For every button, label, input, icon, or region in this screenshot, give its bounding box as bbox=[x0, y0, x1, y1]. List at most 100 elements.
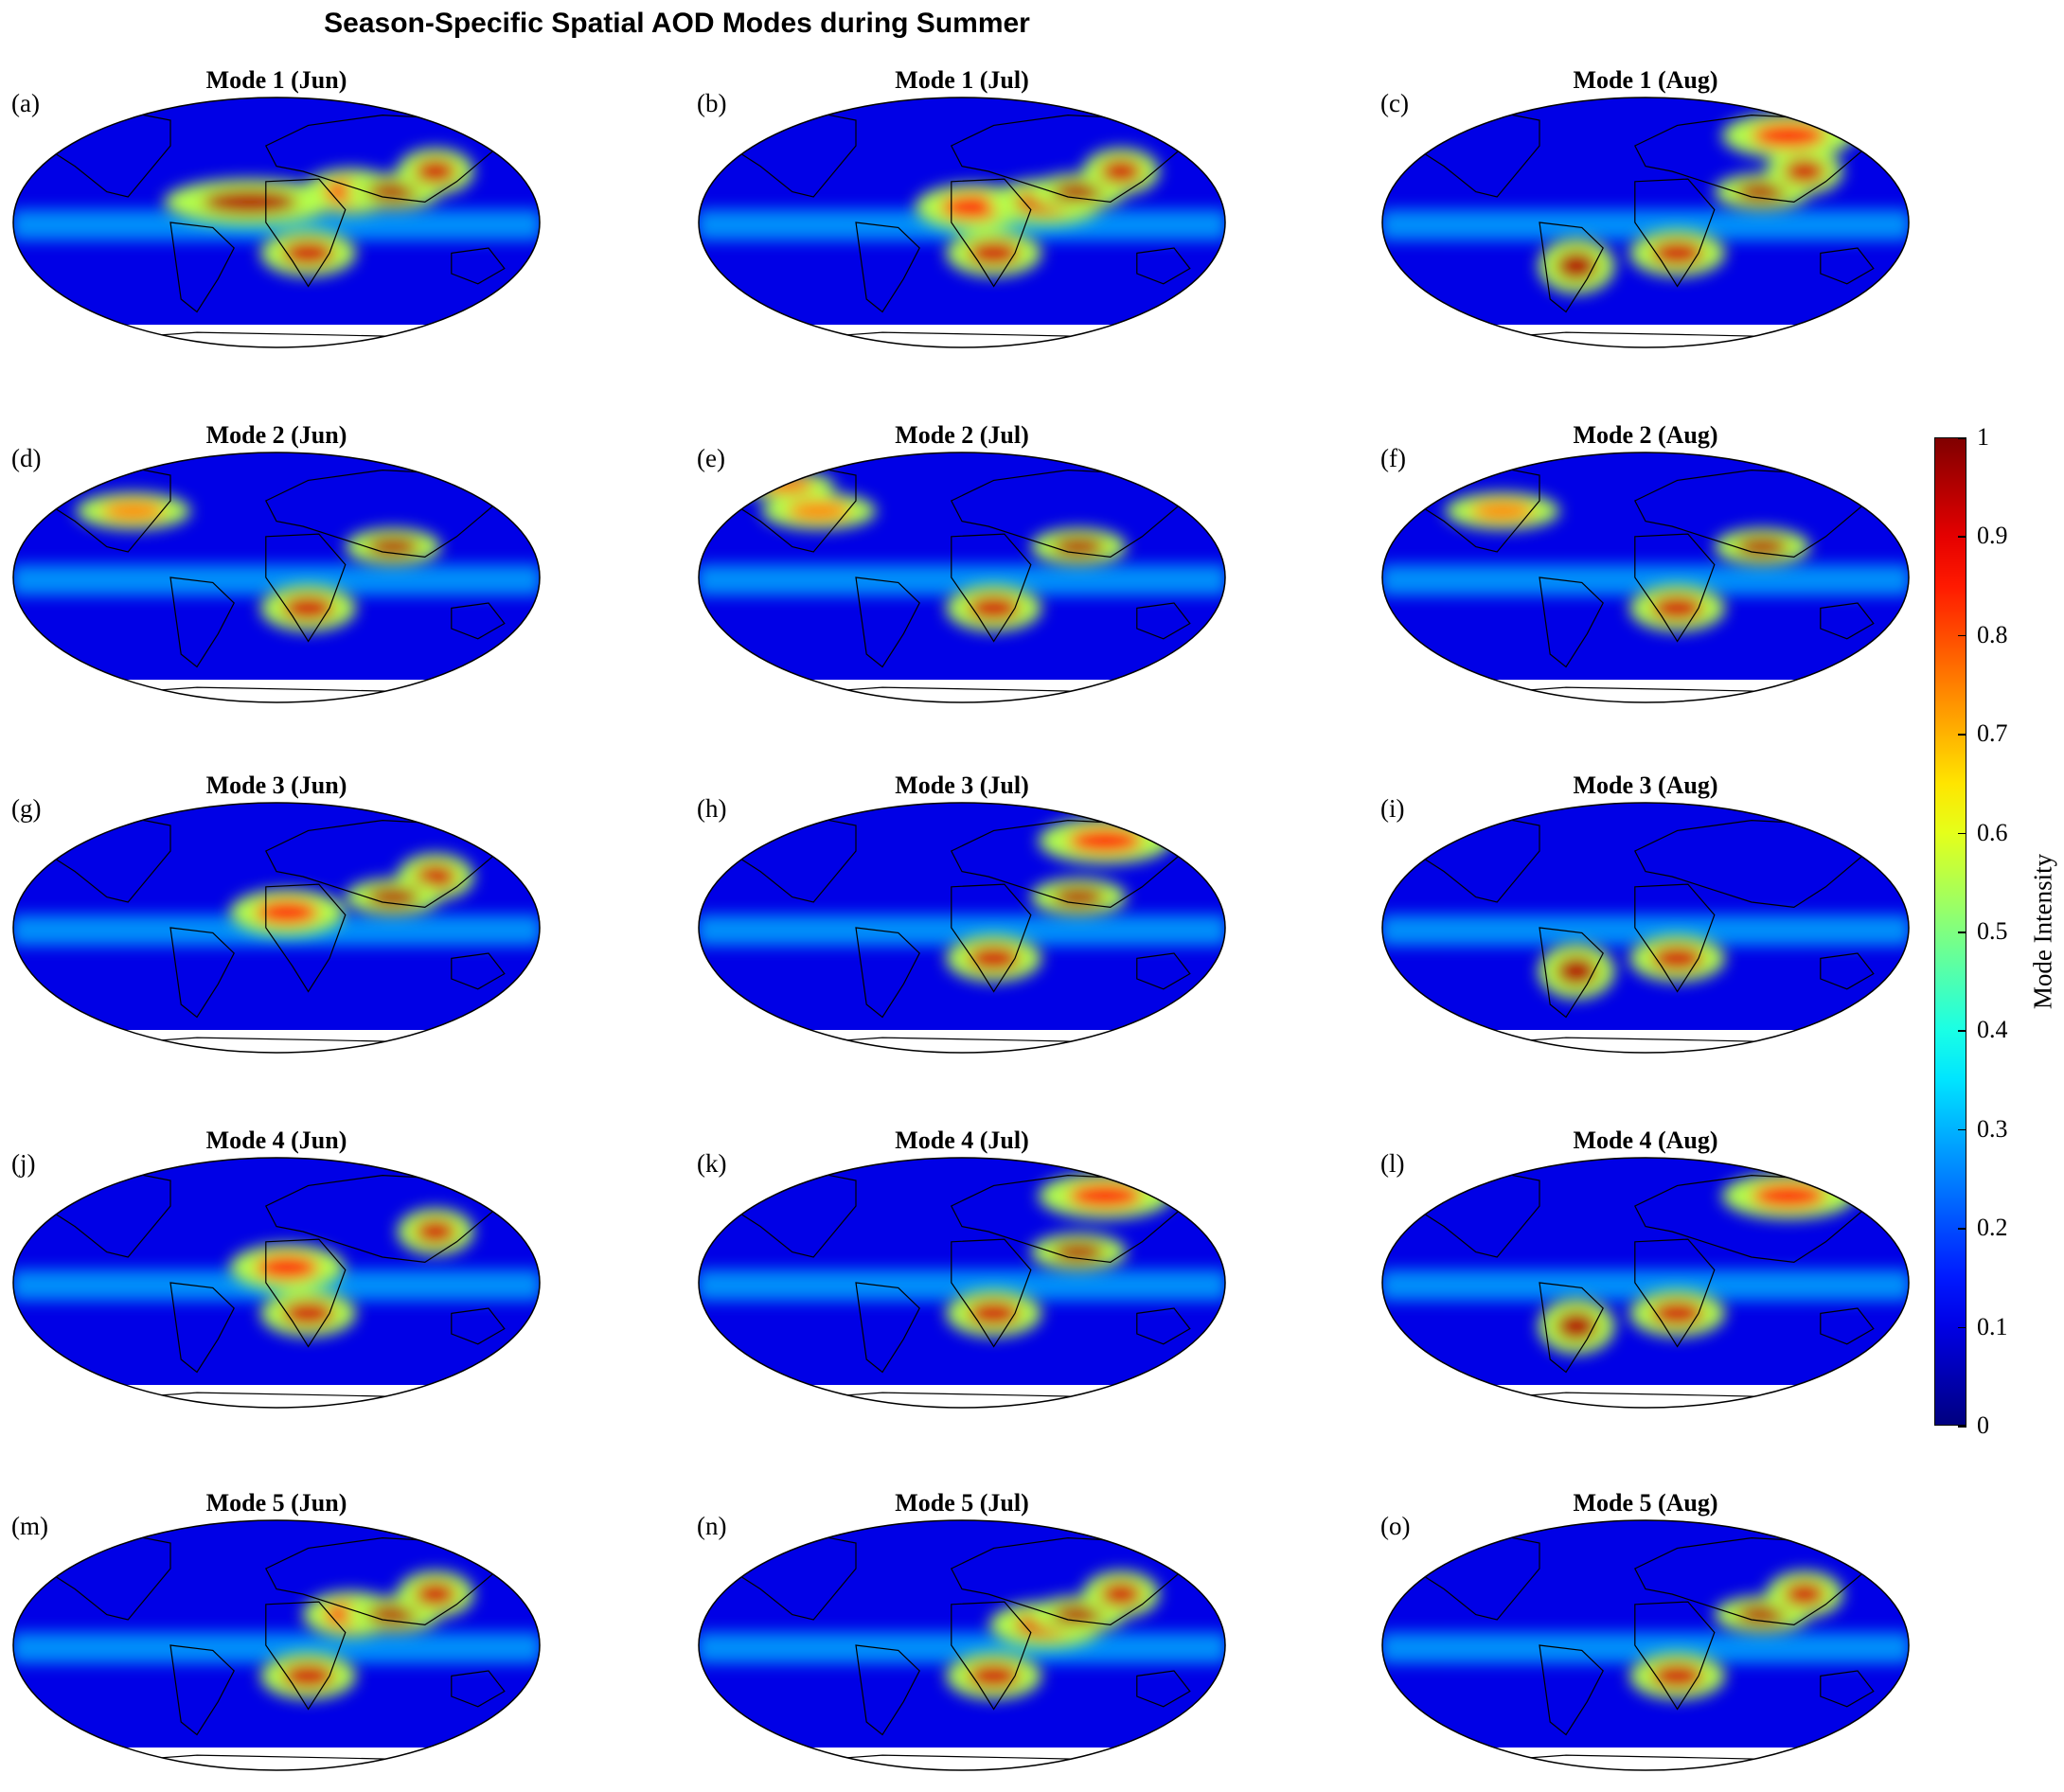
continent-australia bbox=[1820, 602, 1875, 640]
hotspot-south-america bbox=[1555, 250, 1598, 282]
map-frame bbox=[1381, 802, 1910, 1054]
continent-eurasia bbox=[264, 469, 501, 559]
continent-australia bbox=[451, 1307, 506, 1345]
panel-title: Mode 2 (Aug) bbox=[1573, 421, 1718, 449]
colorbar-tick-mark bbox=[1958, 1426, 1966, 1428]
tropical-band bbox=[1382, 564, 1909, 595]
tropical-band bbox=[699, 1269, 1225, 1301]
panel-title: Mode 3 (Aug) bbox=[1573, 772, 1718, 799]
map-frame bbox=[698, 97, 1226, 348]
panel-letter: (n) bbox=[697, 1512, 727, 1540]
panel-letter: (b) bbox=[697, 89, 727, 117]
panel-letter: (a) bbox=[11, 89, 40, 117]
map-frame bbox=[698, 1519, 1226, 1771]
panel-letter: (h) bbox=[697, 794, 727, 823]
map-frame bbox=[698, 802, 1226, 1054]
map-panel: Mode 5 (Jun) (m) bbox=[11, 1489, 542, 1773]
continent-eurasia bbox=[950, 1174, 1186, 1264]
colorbar-tick-label: 0.1 bbox=[1977, 1312, 2008, 1340]
colorbar-tick-mark bbox=[1958, 1030, 1966, 1032]
map-frame bbox=[1381, 1157, 1910, 1409]
continent-eurasia bbox=[950, 819, 1186, 909]
hotspot-siberia bbox=[1752, 122, 1826, 149]
map-panel: Mode 2 (Jun) (d) bbox=[11, 421, 542, 705]
map-panel: Mode 1 (Jun) (a) bbox=[11, 66, 542, 350]
continent-eurasia bbox=[950, 469, 1186, 559]
continent-africa bbox=[951, 533, 1032, 643]
panel-letter: (j) bbox=[11, 1149, 36, 1178]
hotspot-south-asia bbox=[366, 181, 420, 203]
map-frame bbox=[12, 802, 541, 1054]
tropical-band bbox=[13, 564, 540, 595]
continent-africa bbox=[951, 178, 1032, 288]
figure-title: Season-Specific Spatial AOD Modes during… bbox=[324, 8, 1030, 39]
continent-africa bbox=[265, 1238, 347, 1348]
hotspot-north-america bbox=[1470, 501, 1535, 522]
colorbar-tick-label: 0.6 bbox=[1977, 818, 2008, 846]
colorbar-tick-label: 0 bbox=[1977, 1411, 1989, 1439]
map-frame bbox=[698, 1157, 1226, 1409]
hotspot-south-asia bbox=[366, 1604, 420, 1625]
hotspot-siberia bbox=[1068, 827, 1143, 854]
panel-title: Mode 1 (Jun) bbox=[205, 66, 347, 94]
colorbar-tick-label: 0.2 bbox=[1977, 1214, 2008, 1242]
world-map bbox=[698, 1157, 1226, 1409]
continent-australia bbox=[1820, 1670, 1875, 1708]
world-map bbox=[698, 1519, 1226, 1771]
world-map bbox=[698, 97, 1226, 348]
hotspot-east-asia bbox=[414, 1581, 457, 1607]
hotspot-siberia bbox=[1068, 1182, 1143, 1209]
hotspot-central-africa bbox=[967, 945, 1021, 971]
hotspot-central-africa bbox=[967, 1662, 1021, 1689]
map-panel: Mode 3 (Aug) (i) bbox=[1380, 772, 1911, 1056]
colorbar-tick-label: 0.4 bbox=[1977, 1016, 2008, 1044]
hotspot-central-africa bbox=[967, 594, 1021, 621]
map-frame bbox=[12, 452, 541, 703]
continent-south-america bbox=[169, 1644, 235, 1736]
hotspot-south-asia bbox=[1735, 181, 1789, 203]
world-map bbox=[1381, 1519, 1910, 1771]
continent-australia bbox=[1136, 1670, 1191, 1708]
map-panel: Mode 4 (Jun) (j) bbox=[11, 1127, 542, 1411]
hotspot-south-asia bbox=[1052, 886, 1106, 908]
hotspot-canada bbox=[760, 477, 814, 493]
colorbar-tick-label: 0.9 bbox=[1977, 522, 2008, 550]
continent-australia bbox=[1820, 1307, 1875, 1345]
continent-south-america bbox=[855, 927, 920, 1019]
continent-eurasia bbox=[1633, 1174, 1870, 1264]
tropical-band bbox=[1382, 209, 1909, 240]
continent-australia bbox=[1136, 247, 1191, 285]
hotspot-east-asia bbox=[414, 863, 457, 890]
continent-eurasia bbox=[264, 1174, 501, 1264]
map-panel: Mode 1 (Jul) (b) bbox=[697, 66, 1227, 350]
map-panel: Mode 4 (Jul) (k) bbox=[697, 1127, 1227, 1411]
panel-letter: (g) bbox=[11, 794, 42, 823]
continent-south-america bbox=[1539, 1282, 1604, 1374]
hotspot-east-asia bbox=[1783, 1581, 1826, 1607]
panel-letter: (f) bbox=[1380, 444, 1406, 472]
continent-south-america bbox=[855, 1282, 920, 1374]
panel-title: Mode 3 (Jul) bbox=[895, 772, 1029, 799]
hotspot-central-africa bbox=[967, 240, 1021, 266]
continent-africa bbox=[1634, 1238, 1716, 1348]
world-map bbox=[12, 452, 541, 703]
hotspot-east-asia bbox=[1099, 1581, 1143, 1607]
continent-eurasia bbox=[264, 114, 501, 204]
continent-africa bbox=[1634, 1601, 1716, 1711]
colorbar-tick-mark bbox=[1958, 1128, 1966, 1131]
panel-letter: (e) bbox=[697, 444, 725, 472]
continent-south-america bbox=[1539, 927, 1604, 1019]
hotspot-central-africa bbox=[1650, 240, 1704, 266]
world-map bbox=[1381, 1157, 1910, 1409]
hotspot-south-asia bbox=[1052, 536, 1106, 558]
map-panel: Mode 4 (Aug) (l) bbox=[1380, 1127, 1911, 1411]
world-map bbox=[698, 452, 1226, 703]
hotspot-east-asia bbox=[1099, 158, 1143, 185]
tropical-band bbox=[1382, 1632, 1909, 1663]
panel-letter: (c) bbox=[1380, 89, 1409, 117]
panel-title: Mode 1 (Aug) bbox=[1573, 66, 1718, 94]
continent-south-america bbox=[855, 577, 920, 668]
colorbar-label: Mode Intensity bbox=[2028, 853, 2057, 1010]
tropical-band bbox=[699, 914, 1225, 946]
continent-australia bbox=[451, 602, 506, 640]
